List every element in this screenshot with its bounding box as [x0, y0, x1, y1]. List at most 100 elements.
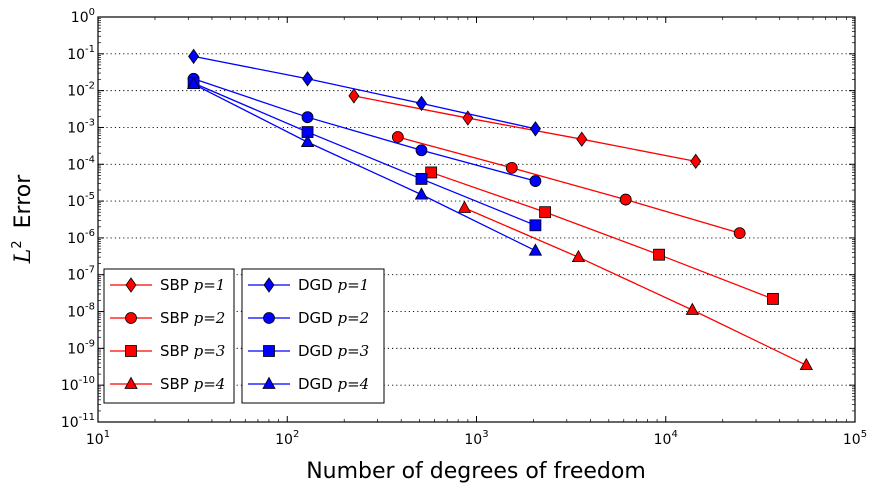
data-point [529, 219, 542, 232]
legend-label: SBP p=1 [160, 276, 225, 294]
legend-marker [125, 312, 137, 324]
data-point [457, 200, 472, 213]
legend-label: DGD p=1 [298, 276, 369, 294]
series-dgd-p1 [188, 48, 541, 137]
y-tick-exp: -11 [79, 412, 95, 423]
data-point [300, 134, 315, 148]
series-line [193, 82, 536, 226]
x-tick-label: 102 [275, 429, 299, 448]
legend-entry: SBP p=2 [110, 309, 225, 327]
data-point [571, 249, 586, 263]
y-tick-label: 10-6 [67, 228, 95, 247]
y-tick-exp: -5 [85, 191, 95, 202]
y-tick-exp: -3 [85, 117, 95, 128]
legend-label: SBP p=3 [160, 342, 225, 360]
legend-label-math: p=2 [338, 309, 370, 327]
y-tick-exp: -9 [85, 338, 95, 349]
data-point [302, 71, 314, 87]
data-point [414, 187, 429, 200]
legend-marker [263, 312, 275, 324]
legend-label-math: p=1 [194, 276, 226, 294]
y-tick-label: 10-10 [61, 375, 95, 394]
data-point [767, 293, 779, 305]
y-tick-label: 10-4 [67, 154, 95, 173]
legend-label-text: SBP [160, 276, 194, 294]
data-point [186, 76, 201, 90]
x-tick-exp: 3 [482, 429, 488, 440]
data-point [301, 111, 314, 124]
series-dgd-p4 [186, 76, 543, 256]
data-point [733, 227, 746, 240]
legend-entry: DGD p=3 [248, 342, 369, 360]
legend-label-text: DGD [298, 375, 338, 393]
data-point [348, 88, 360, 104]
y-axis-title: L2 Error [10, 174, 36, 264]
data-point [391, 131, 404, 143]
legend-entry: DGD p=2 [248, 309, 369, 327]
data-point [415, 95, 427, 112]
legend-marker [263, 345, 275, 357]
data-point [528, 243, 543, 256]
data-point [415, 144, 428, 157]
y-tick-exp: -7 [85, 265, 95, 276]
y-tick-label: 10-2 [67, 81, 95, 100]
series-line [193, 83, 536, 252]
y-tick-label: 10-1 [67, 44, 95, 63]
legend-entry: SBP p=1 [110, 276, 225, 294]
series-sbp-p4 [457, 200, 813, 371]
legend-dgd: DGD p=1 DGD p=2 DGD p=3 DGD p=4 [241, 268, 385, 404]
legend-label-math: p=4 [194, 375, 226, 393]
legend-entry: DGD p=4 [248, 375, 369, 393]
legend-entry: SBP p=4 [110, 375, 225, 393]
legend-label: DGD p=3 [298, 342, 369, 360]
y-tick-base: 10 [67, 341, 85, 357]
data-point [619, 193, 632, 206]
series-line [430, 171, 774, 300]
series-line [464, 207, 807, 366]
y-tick-exp: -8 [85, 302, 95, 313]
y-tick-base: 10 [67, 157, 85, 173]
y-tick-exp: -1 [85, 44, 95, 55]
series-sbp-p2 [391, 131, 746, 240]
legend-marker [262, 376, 276, 389]
y-tick-exp: 0 [89, 7, 95, 18]
x-tick-exp: 5 [861, 429, 867, 440]
x-tick-label: 101 [86, 429, 110, 448]
x-tick-label: 105 [843, 429, 867, 448]
y-axis-title-text: Error [11, 174, 36, 229]
y-tick-base: 10 [67, 120, 85, 136]
y-tick-base: 10 [71, 10, 89, 26]
data-point [576, 131, 588, 147]
legend-label-text: SBP [160, 342, 194, 360]
axis-ticks [97, 16, 856, 423]
y-tick-base: 10 [67, 231, 85, 247]
data-point [690, 153, 702, 170]
x-tick-base: 10 [275, 432, 293, 448]
data-point [529, 175, 542, 187]
y-tick-labels: 10010-110-210-310-410-510-610-710-810-91… [61, 7, 95, 431]
legend-box [103, 268, 235, 404]
legend-label: DGD p=4 [298, 375, 369, 393]
x-tick-base: 10 [843, 432, 861, 448]
y-tick-base: 10 [61, 378, 79, 394]
legend-marker [124, 376, 138, 389]
legend-marker [263, 277, 275, 293]
x-tick-exp: 2 [293, 429, 299, 440]
y-axis-title-math: L [11, 249, 36, 265]
legend-label: SBP p=4 [160, 375, 225, 393]
data-point [799, 357, 813, 371]
x-tick-base: 10 [654, 432, 672, 448]
y-tick-exp: -2 [85, 81, 95, 92]
x-tick-label: 103 [464, 429, 488, 448]
legend-entry: DGD p=1 [248, 276, 369, 294]
legend-label-math: p=4 [338, 375, 370, 393]
y-tick-label: 100 [71, 7, 95, 26]
data-point [539, 206, 551, 219]
series-sbp-p3 [425, 166, 779, 305]
x-tick-labels: 101 102 103 104 105 [86, 429, 867, 448]
series-layer [186, 48, 813, 371]
legend-label: SBP p=2 [160, 309, 225, 327]
x-tick-base: 10 [86, 432, 104, 448]
